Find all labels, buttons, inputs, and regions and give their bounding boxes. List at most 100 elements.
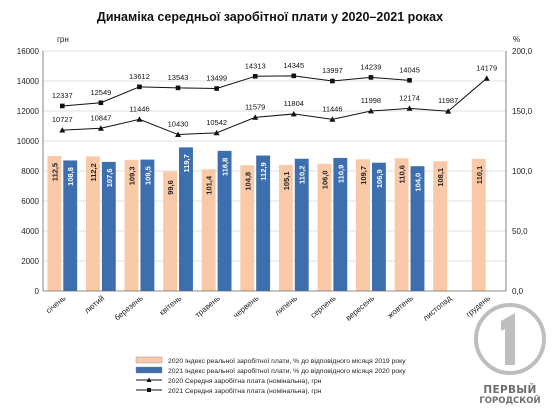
- line-point: [175, 131, 182, 137]
- line-point: [98, 100, 104, 106]
- bar: [410, 166, 425, 291]
- category-label: листопад: [421, 293, 454, 322]
- bar-value-label: 106,9: [375, 169, 384, 188]
- line-point: [406, 105, 413, 111]
- line-value-label: 11804: [284, 99, 304, 108]
- line-value-label: 11998: [361, 96, 381, 105]
- category-label: березень: [113, 294, 145, 323]
- line-value-label: 13499: [206, 74, 227, 83]
- line-point: [290, 110, 297, 117]
- bar-value-label: 104,0: [413, 173, 422, 192]
- bar: [101, 161, 116, 291]
- legend-swatch: [135, 356, 163, 364]
- watermark-logo-icon: [474, 303, 546, 375]
- lines-layer: 10727 10847 11446 10430 10542 11579 11804 11446…: [52, 61, 497, 137]
- left-tick-label: 8000: [21, 167, 39, 176]
- bar: [240, 165, 255, 291]
- line-value-label: 12337: [52, 91, 73, 100]
- legend: 2020 Індекс реальної заробітної плати, %…: [135, 356, 406, 395]
- bar-value-label: 109,3: [128, 166, 137, 185]
- left-tick-label: 14000: [17, 77, 40, 86]
- bar-value-label: 119,7: [182, 154, 191, 172]
- bar: [124, 159, 139, 291]
- category-label: серпень: [309, 294, 338, 320]
- category-label: червень: [232, 294, 261, 320]
- series-line: [62, 77, 488, 136]
- bar-value-label: 110,1: [475, 166, 484, 184]
- bar-value-label: 108,8: [66, 167, 75, 186]
- line-point: [330, 78, 335, 84]
- bar: [471, 158, 486, 291]
- bars-layer: 112,5 112,2 109,3 99,6 101,4 104,8 105,1 106,0 1…: [47, 147, 486, 291]
- bar-value-label: 110,2: [298, 166, 307, 184]
- bar: [201, 169, 216, 291]
- line-point: [291, 73, 297, 79]
- bar-value-label: 105,1: [282, 171, 291, 190]
- right-tick-label: 150,0: [512, 107, 533, 116]
- line-value-label: 11446: [129, 104, 149, 113]
- line-point: [367, 108, 374, 114]
- line-value-label: 14179: [476, 63, 497, 72]
- legend-marker: [147, 388, 151, 392]
- line-value-label: 14345: [283, 61, 304, 70]
- category-label: квітень: [158, 294, 184, 318]
- left-tick-label: 10000: [17, 137, 40, 146]
- bar: [433, 161, 448, 291]
- line-point: [252, 74, 258, 79]
- legend-label: 2020 Індекс реальної заробітної плати, %…: [168, 357, 406, 365]
- line-point: [329, 116, 336, 122]
- series-line: [62, 75, 410, 107]
- line-value-label: 14045: [399, 65, 420, 74]
- line-value-label: 14239: [361, 62, 382, 71]
- bar: [278, 164, 293, 291]
- bar: [256, 155, 271, 291]
- bar: [317, 163, 332, 291]
- bar-value-label: 107,6: [105, 168, 114, 187]
- line-point: [97, 125, 104, 131]
- line-point: [59, 103, 65, 109]
- bar: [47, 156, 62, 291]
- bar: [63, 160, 78, 291]
- bar-value-label: 104,8: [243, 172, 252, 191]
- line-value-label: 13997: [322, 66, 343, 75]
- line-point: [213, 129, 220, 136]
- line-value-label: 10542: [206, 118, 227, 127]
- line-value-label: 10727: [52, 115, 73, 124]
- right-tick-label: 50,0: [512, 227, 528, 236]
- category-label: жовтень: [386, 294, 415, 320]
- left-tick-label: 12000: [17, 107, 40, 116]
- line-value-label: 12549: [90, 88, 111, 97]
- bar: [217, 150, 232, 291]
- line-value-label: 12174: [399, 93, 420, 102]
- line-point: [407, 78, 412, 83]
- bar: [179, 147, 193, 291]
- line-value-label: 11446: [322, 104, 342, 113]
- bar-value-label: 109,7: [359, 166, 368, 185]
- bar: [394, 158, 409, 291]
- right-axis-unit: %: [513, 35, 520, 44]
- left-tick-label: 4000: [21, 227, 39, 236]
- category-label: лютий: [83, 294, 106, 316]
- left-tick-label: 16000: [17, 47, 40, 56]
- bar: [85, 156, 100, 291]
- legend-marker: [146, 377, 152, 382]
- bar: [333, 157, 348, 291]
- line-point: [445, 108, 452, 114]
- category-label: вересень: [344, 294, 376, 323]
- legend-label: 2020 Середня заробітна плата (номінальна…: [168, 377, 322, 385]
- bar: [371, 162, 386, 291]
- line-value-label: 10430: [168, 120, 189, 129]
- legend-label: 2021 Індекс реальної заробітної плати, %…: [168, 367, 406, 375]
- bar: [356, 159, 370, 291]
- legend-label: 2021 Середня заробітна плата (номінальна…: [168, 387, 322, 395]
- line-value-label: 13543: [168, 73, 189, 82]
- right-tick-label: 0,0: [512, 287, 524, 296]
- bar-value-label: 110,6: [398, 165, 407, 183]
- line-value-label: 11987: [438, 96, 458, 105]
- line-value-label: 14313: [245, 61, 266, 70]
- left-axis-unit: грн: [57, 35, 69, 44]
- right-tick-label: 100,0: [512, 167, 533, 176]
- bar-value-label: 101,4: [205, 175, 214, 195]
- watermark-line1: ПЕРВЫЙ: [483, 384, 537, 396]
- left-tick-label: 6000: [21, 197, 39, 206]
